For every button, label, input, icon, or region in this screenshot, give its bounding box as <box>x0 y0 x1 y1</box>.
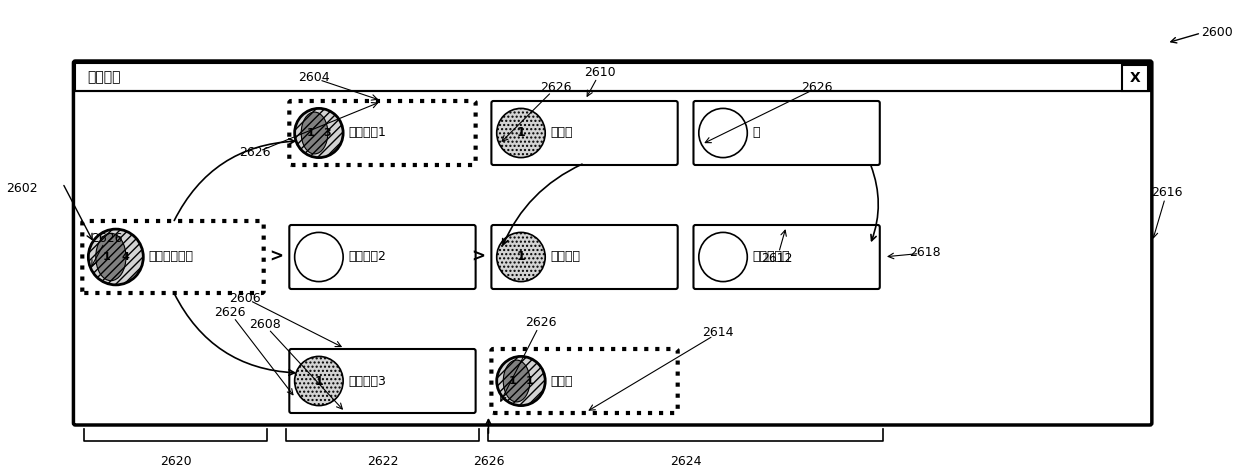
Text: 德克萨斯工厂: 德克萨斯工厂 <box>149 251 193 263</box>
Text: 2604: 2604 <box>299 71 330 85</box>
Ellipse shape <box>295 108 343 158</box>
Text: 2606: 2606 <box>229 291 260 305</box>
Text: 1: 1 <box>517 126 525 140</box>
Ellipse shape <box>88 229 144 285</box>
Ellipse shape <box>497 232 545 281</box>
Text: 2626: 2626 <box>473 455 504 468</box>
Text: 2608: 2608 <box>249 318 280 332</box>
Ellipse shape <box>503 360 530 402</box>
Text: 4: 4 <box>121 252 129 262</box>
FancyBboxPatch shape <box>694 225 880 289</box>
Text: X: X <box>1130 71 1140 85</box>
Text: 2616: 2616 <box>1151 186 1182 200</box>
Ellipse shape <box>699 108 747 158</box>
Text: 2620: 2620 <box>160 455 191 468</box>
Ellipse shape <box>301 112 328 154</box>
Text: 导航窗格: 导航窗格 <box>87 70 120 84</box>
FancyBboxPatch shape <box>73 61 1152 425</box>
FancyBboxPatch shape <box>492 225 678 289</box>
Text: >: > <box>472 248 486 266</box>
Ellipse shape <box>95 233 126 280</box>
Text: 加热器: 加热器 <box>550 375 572 387</box>
Text: 2626: 2626 <box>540 81 571 95</box>
Text: 2618: 2618 <box>909 246 940 260</box>
Text: 2626: 2626 <box>800 81 833 95</box>
Text: 脱盐设备: 脱盐设备 <box>550 251 580 263</box>
Text: 存储罐: 存储罐 <box>550 126 572 140</box>
FancyBboxPatch shape <box>694 101 880 165</box>
Text: 2614: 2614 <box>703 326 733 340</box>
FancyBboxPatch shape <box>290 101 476 165</box>
Text: 2624: 2624 <box>670 455 701 468</box>
Text: >: > <box>270 248 284 266</box>
Ellipse shape <box>295 356 343 406</box>
Text: 1: 1 <box>315 375 323 387</box>
Bar <box>1123 65 1147 91</box>
FancyBboxPatch shape <box>492 349 678 413</box>
Text: 1: 1 <box>306 128 315 138</box>
Ellipse shape <box>497 108 545 158</box>
FancyBboxPatch shape <box>290 225 476 289</box>
Ellipse shape <box>699 232 747 281</box>
Text: 2626: 2626 <box>239 147 270 159</box>
FancyBboxPatch shape <box>492 101 678 165</box>
Text: 2622: 2622 <box>367 455 398 468</box>
Text: 2626: 2626 <box>525 316 556 330</box>
Bar <box>76 63 1150 91</box>
Text: 2600: 2600 <box>1201 26 1233 40</box>
Text: 1: 1 <box>525 376 533 386</box>
Text: 1: 1 <box>508 376 517 386</box>
Text: 原油单元3: 原油单元3 <box>348 375 385 387</box>
Text: 2626: 2626 <box>92 231 123 245</box>
Text: 原油单元2: 原油单元2 <box>348 251 385 263</box>
FancyBboxPatch shape <box>82 221 264 293</box>
Text: 1: 1 <box>517 251 525 263</box>
Ellipse shape <box>295 232 343 281</box>
Text: 1: 1 <box>103 252 110 262</box>
FancyBboxPatch shape <box>290 349 476 413</box>
Text: 原油单元1: 原油单元1 <box>348 126 385 140</box>
Text: 2612: 2612 <box>762 252 793 264</box>
Text: 2626: 2626 <box>214 307 245 319</box>
Text: 3: 3 <box>323 128 331 138</box>
Text: 客: 客 <box>752 126 760 140</box>
Ellipse shape <box>497 356 545 406</box>
Text: 2602: 2602 <box>6 182 38 194</box>
Text: 2610: 2610 <box>584 67 616 79</box>
Text: 高架接收机: 高架接收机 <box>752 251 789 263</box>
